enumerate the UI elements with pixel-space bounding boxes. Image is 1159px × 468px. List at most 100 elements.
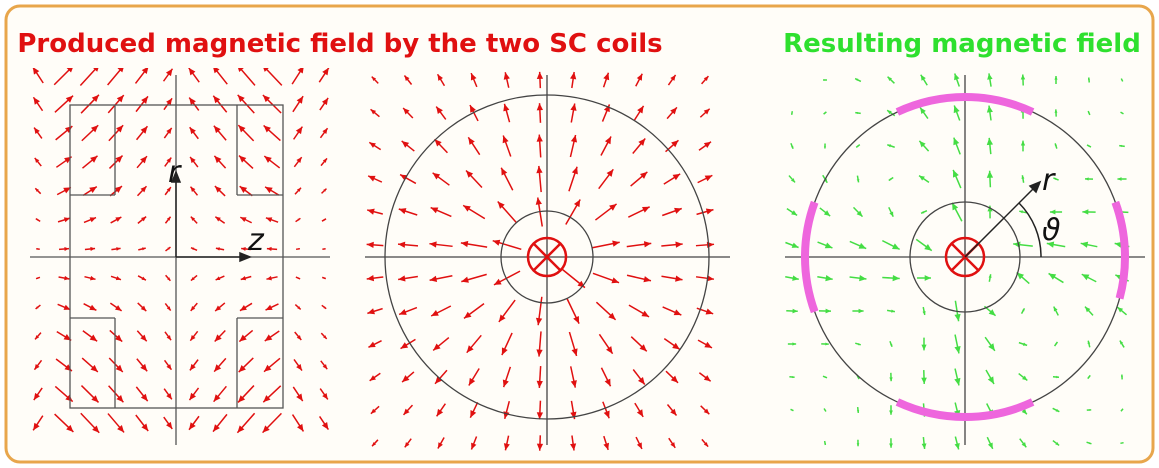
arrow-head	[116, 95, 124, 103]
arrow-head	[238, 155, 247, 163]
arrow-head	[824, 242, 833, 249]
arrow-head	[824, 376, 828, 378]
arrow-head	[115, 155, 123, 163]
arrow-head	[570, 411, 577, 420]
arrow-head	[66, 68, 73, 73]
arrow-head	[323, 218, 327, 221]
arrow-head	[921, 377, 927, 384]
arrow-head	[470, 73, 477, 81]
arrow-head	[89, 217, 97, 223]
arrow-head	[636, 442, 642, 449]
arrow-head	[670, 442, 676, 448]
arrow-head	[791, 242, 799, 248]
arrow-head	[215, 276, 221, 280]
arrow-head	[466, 170, 474, 178]
arrow-head	[214, 186, 222, 193]
arrow-head	[1022, 342, 1028, 346]
arrow-head	[64, 246, 69, 251]
arrow-head	[570, 134, 578, 143]
arrow-head	[503, 443, 510, 451]
arrow-head	[887, 76, 893, 82]
arrow-head	[535, 197, 542, 205]
arrow-head	[368, 175, 376, 182]
field-panel	[366, 71, 715, 451]
arrow-head	[140, 156, 147, 164]
arrow-head	[887, 144, 892, 148]
arrow-head	[369, 142, 376, 148]
arrow-head	[141, 216, 147, 222]
arrow-head	[790, 145, 794, 149]
arrow-head	[1084, 306, 1091, 313]
arrow-head	[671, 140, 679, 148]
arrow-head	[36, 277, 39, 279]
arrow-head	[463, 311, 472, 319]
arrow-head	[502, 135, 509, 144]
arrow-head	[323, 335, 327, 339]
arrow-head	[1080, 241, 1089, 248]
arrow-head	[536, 134, 543, 142]
arrow-head	[889, 211, 894, 217]
arrow-head	[89, 334, 98, 342]
arrow-head	[431, 310, 439, 317]
arrow-head	[603, 72, 610, 81]
arrow-head	[92, 425, 100, 433]
arrow-head	[887, 110, 892, 115]
arrow-head	[33, 97, 40, 105]
arrow-head	[987, 376, 995, 384]
arrow-head	[166, 335, 172, 341]
arrow-head	[536, 349, 543, 357]
arrow-head	[1022, 308, 1025, 312]
arrow-head	[637, 377, 645, 385]
arrow-head	[987, 442, 993, 449]
arrow-head	[608, 312, 616, 320]
arrow-head	[469, 105, 476, 113]
arrow-head	[463, 205, 471, 212]
arrow-head	[1084, 177, 1089, 181]
arrow-head	[115, 276, 121, 281]
arrow-head	[89, 304, 97, 311]
arrow-head	[239, 334, 247, 342]
arrow-head	[1117, 307, 1124, 313]
arrow-head	[190, 156, 196, 164]
arrow-head	[262, 95, 271, 103]
arrow-head	[986, 170, 994, 178]
arrow-head	[703, 442, 709, 447]
arrow-head	[536, 103, 544, 111]
arrow-head	[322, 364, 328, 370]
arrow-head	[501, 347, 508, 356]
arrow-head	[240, 276, 247, 281]
arrow-head	[213, 424, 220, 432]
arrow-head	[823, 79, 825, 81]
arrow-head	[703, 108, 710, 115]
arrow-head	[297, 68, 304, 74]
arrow-head	[404, 75, 410, 81]
arrow-head	[65, 394, 73, 402]
arrow-head	[604, 378, 611, 387]
arrow-head	[988, 343, 995, 351]
arrow-head	[321, 421, 329, 430]
arrow-head	[1053, 306, 1058, 312]
arrow-head	[497, 201, 505, 209]
arrow-head	[466, 345, 474, 353]
arrow-head	[857, 342, 861, 346]
arrow-head	[536, 165, 543, 174]
arrow-head	[703, 76, 709, 82]
arrow-head	[91, 395, 99, 403]
arrow-head	[262, 425, 270, 433]
arrow-head	[324, 248, 326, 250]
arrow-head	[672, 173, 681, 181]
arrow-head	[297, 218, 301, 221]
arrow-head	[1016, 272, 1025, 280]
arrow-head	[1056, 375, 1060, 379]
arrow-head	[213, 68, 220, 74]
arrow-head	[115, 217, 122, 222]
arrow-head	[323, 277, 326, 279]
arrow-head	[403, 107, 410, 115]
arrow-head	[263, 395, 271, 403]
arrow-head	[792, 308, 798, 314]
pole-arc	[895, 93, 1035, 116]
arrow-head	[612, 240, 620, 247]
arrow-head	[188, 68, 196, 76]
arrow-head	[297, 423, 304, 432]
arrow-head	[954, 377, 961, 386]
